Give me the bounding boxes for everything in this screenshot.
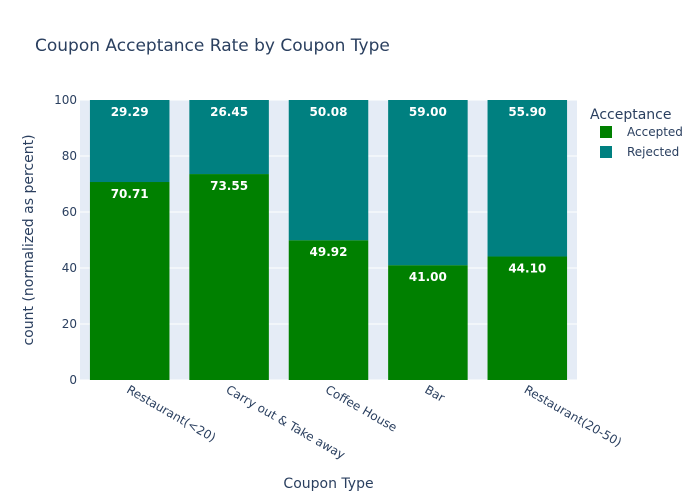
legend-label-accepted: Accepted (627, 125, 683, 139)
bar-label-accepted: 44.10 (508, 262, 546, 276)
y-tick-label: 100 (54, 93, 77, 107)
x-tick-label: Coffee House (323, 382, 399, 434)
bar-accepted-3 (388, 265, 468, 380)
x-tick-label: Restaurant(20-50) (522, 382, 624, 449)
bar-accepted-0 (89, 182, 170, 380)
legend: Acceptance Accepted Rejected (590, 107, 683, 159)
x-axis-title: Coupon Type (283, 476, 373, 492)
bar-label-rejected: 59.00 (409, 105, 447, 119)
bar-label-accepted: 70.71 (111, 187, 149, 201)
y-tick-label: 0 (69, 373, 77, 387)
legend-swatch-rejected (600, 146, 612, 158)
y-axis-title: count (normalized as percent) (21, 134, 37, 345)
bar-accepted-2 (288, 240, 369, 380)
bar-rejected-4 (487, 100, 568, 257)
bar-label-rejected: 29.29 (111, 105, 149, 119)
legend-label-rejected: Rejected (627, 145, 679, 159)
bar-label-accepted: 73.55 (210, 179, 248, 193)
y-tick-label: 20 (62, 317, 77, 331)
bar-label-accepted: 41.00 (409, 270, 447, 284)
bar-rejected-3 (388, 100, 468, 266)
bars: 70.71 29.29 73.55 26.45 49.92 50.08 41.00 59.00… (89, 100, 568, 380)
y-axis-ticks: 0 20 40 60 80 100 (54, 93, 77, 387)
x-axis-ticks: Restaurant(<20) Carry out & Take awayCoff… (124, 382, 624, 462)
x-tick-label: Bar (422, 382, 447, 404)
bar-label-accepted: 49.92 (310, 245, 348, 259)
x-tick-label: Restaurant(<20) (124, 382, 218, 444)
bar-label-rejected: 26.45 (210, 105, 248, 119)
y-tick-label: 80 (62, 149, 77, 163)
legend-swatch-accepted (600, 126, 612, 138)
bar-label-rejected: 55.90 (508, 105, 546, 119)
bar-accepted-1 (189, 174, 269, 380)
y-tick-label: 60 (62, 205, 77, 219)
chart-title: Coupon Acceptance Rate by Coupon Type (35, 36, 390, 56)
bar-label-rejected: 50.08 (310, 105, 348, 119)
y-tick-label: 40 (62, 261, 77, 275)
bar-rejected-2 (288, 100, 369, 241)
bar-rejected-0 (89, 100, 170, 183)
bar-accepted-4 (487, 256, 568, 380)
bar-rejected-1 (189, 100, 269, 175)
legend-title: Acceptance (590, 107, 671, 123)
